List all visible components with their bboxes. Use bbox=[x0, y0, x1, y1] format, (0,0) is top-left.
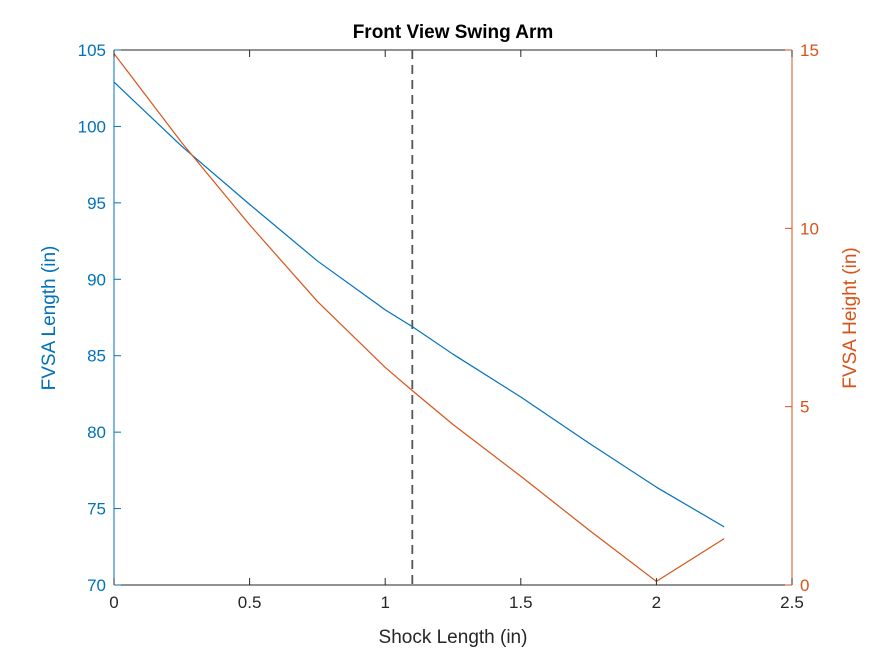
x-tick-label: 0 bbox=[109, 593, 118, 612]
x-tick-label: 1 bbox=[380, 593, 389, 612]
x-tick-label: 2 bbox=[652, 593, 661, 612]
y-left-tick-label: 90 bbox=[87, 270, 106, 289]
y-left-tick-label: 100 bbox=[78, 117, 106, 136]
y-right-tick-label: 5 bbox=[800, 398, 809, 417]
x-axis-label: Shock Length (in) bbox=[379, 627, 528, 648]
x-tick-label: 1.5 bbox=[509, 593, 533, 612]
y-right-tick-label: 0 bbox=[800, 576, 809, 595]
y-right-tick-label: 10 bbox=[800, 219, 819, 238]
y-left-tick-label: 105 bbox=[78, 41, 106, 60]
fvsa-length-line bbox=[113, 81, 725, 528]
fvsa-height-line bbox=[113, 53, 725, 583]
y-left-tick-label: 85 bbox=[87, 347, 106, 366]
y-left-tick-label: 75 bbox=[87, 500, 106, 519]
y-right-tick-label: 15 bbox=[800, 41, 819, 60]
y-left-tick-label: 70 bbox=[87, 576, 106, 595]
x-tick-label: 2.5 bbox=[780, 593, 804, 612]
y-right-axis-label: FVSA Height (in) bbox=[840, 247, 861, 389]
y-left-axis-label: FVSA Length (in) bbox=[39, 246, 60, 391]
y-left-tick-label: 95 bbox=[87, 194, 106, 213]
chart-title: Front View Swing Arm bbox=[353, 22, 554, 43]
x-tick-label: 0.5 bbox=[238, 593, 262, 612]
y-left-tick-label: 80 bbox=[87, 423, 106, 442]
